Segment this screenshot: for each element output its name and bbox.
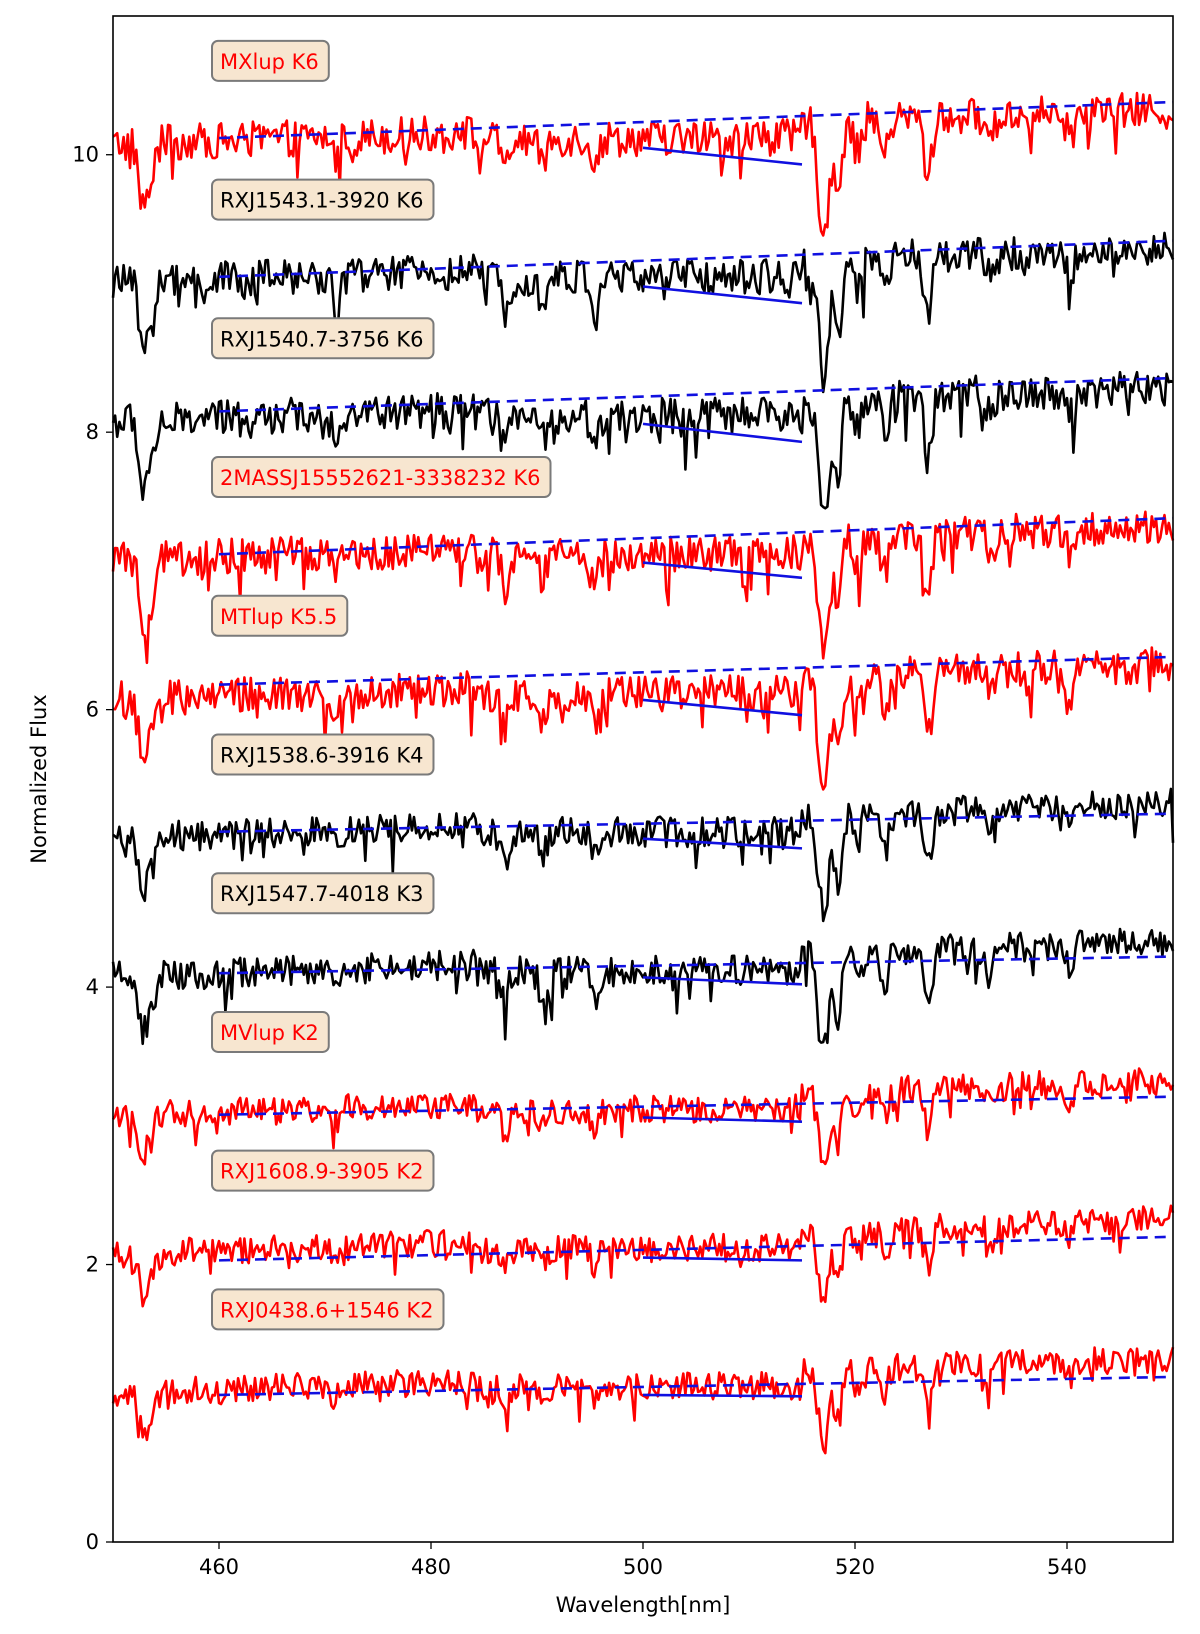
y-tick-label: 2 <box>86 1253 99 1277</box>
continuum-fit-line <box>218 1095 1174 1117</box>
band-fit-line <box>642 1116 803 1123</box>
spectrum-label: RXJ1538.6-3916 K4 <box>220 743 423 767</box>
x-tick-label: 480 <box>411 1555 451 1579</box>
continuum-fit-line <box>218 655 1174 686</box>
spectrum-line <box>112 787 1175 923</box>
spectrum-line <box>112 646 1174 791</box>
spectrum-label-box <box>211 1288 445 1331</box>
continuum-fit-line <box>218 376 1174 413</box>
spectrum-label-box <box>211 456 552 499</box>
spectrum-label-box <box>211 1010 330 1053</box>
continuum-fit-line <box>218 239 1174 279</box>
spectrum-line <box>111 231 1175 394</box>
y-tick-label: 0 <box>86 1530 99 1554</box>
band-fit-line <box>642 1393 803 1398</box>
y-tick-label: 6 <box>86 698 99 722</box>
plot-marks <box>111 91 1175 1455</box>
spectrum-line <box>111 1346 1175 1455</box>
spectrum-label-box <box>211 39 330 82</box>
x-axis-label: Wavelength[nm] <box>556 1593 731 1617</box>
spectrum-line <box>111 510 1175 665</box>
y-axis-ticks: 0 2 4 6 8 10 <box>72 143 113 1554</box>
spectrum-label-box <box>211 1149 435 1192</box>
x-axis-ticks: 460 480 500 520 540 <box>199 1542 1087 1579</box>
spectrum-line <box>112 91 1174 237</box>
band-fit-line <box>642 698 803 717</box>
spectrum-label: MVlup K2 <box>220 1021 319 1045</box>
band-fit-line <box>642 422 803 444</box>
x-tick-label: 500 <box>623 1555 663 1579</box>
spectrum-label: RXJ0438.6+1546 K2 <box>220 1298 434 1322</box>
band-fit-line <box>642 1256 803 1262</box>
band-fit-line <box>642 837 803 850</box>
continuum-fit-line <box>218 516 1174 556</box>
continuum-fit-line <box>218 812 1174 834</box>
band-fit-line <box>642 146 803 166</box>
spectrum-label: RXJ1547.7-4018 K3 <box>220 882 423 906</box>
x-tick-label: 460 <box>199 1555 239 1579</box>
spectrum-label-box <box>211 733 435 776</box>
spectrum-labels: MXlup K6 RXJ1543.1-3920 K6 RXJ1540.7-3756 … <box>211 39 552 1331</box>
continuum-fit-line <box>218 1375 1174 1397</box>
y-axis-label: Normalized Flux <box>27 694 51 863</box>
band-fit-line <box>642 976 803 986</box>
spectrum-line <box>111 370 1174 510</box>
band-fit-line <box>642 561 803 580</box>
spectrum-label: MTlup K5.5 <box>220 605 337 629</box>
spectrum-label-box <box>211 872 435 915</box>
spectrum-label: RXJ1540.7-3756 K6 <box>220 327 423 351</box>
x-tick-label: 540 <box>1047 1555 1087 1579</box>
y-tick-label: 4 <box>86 975 99 999</box>
spectrum-label: RXJ1543.1-3920 K6 <box>220 189 423 213</box>
x-tick-label: 520 <box>835 1555 875 1579</box>
y-tick-label: 8 <box>86 420 99 444</box>
band-fit-line <box>642 285 803 305</box>
spectrum-label: 2MASSJ15552621-3338232 K6 <box>220 466 541 490</box>
y-tick-label: 10 <box>72 143 99 167</box>
continuum-fit-line <box>218 955 1174 975</box>
spectrum-label-box <box>211 594 349 637</box>
continuum-fit-line <box>218 1235 1174 1262</box>
continuum-fit-line <box>218 100 1174 140</box>
spectrum-label-box <box>211 178 435 221</box>
spectrum-label-box <box>211 317 435 360</box>
spectrum-label: MXlup K6 <box>220 50 319 74</box>
spectrum-label: RXJ1608.9-3905 K2 <box>220 1160 423 1184</box>
